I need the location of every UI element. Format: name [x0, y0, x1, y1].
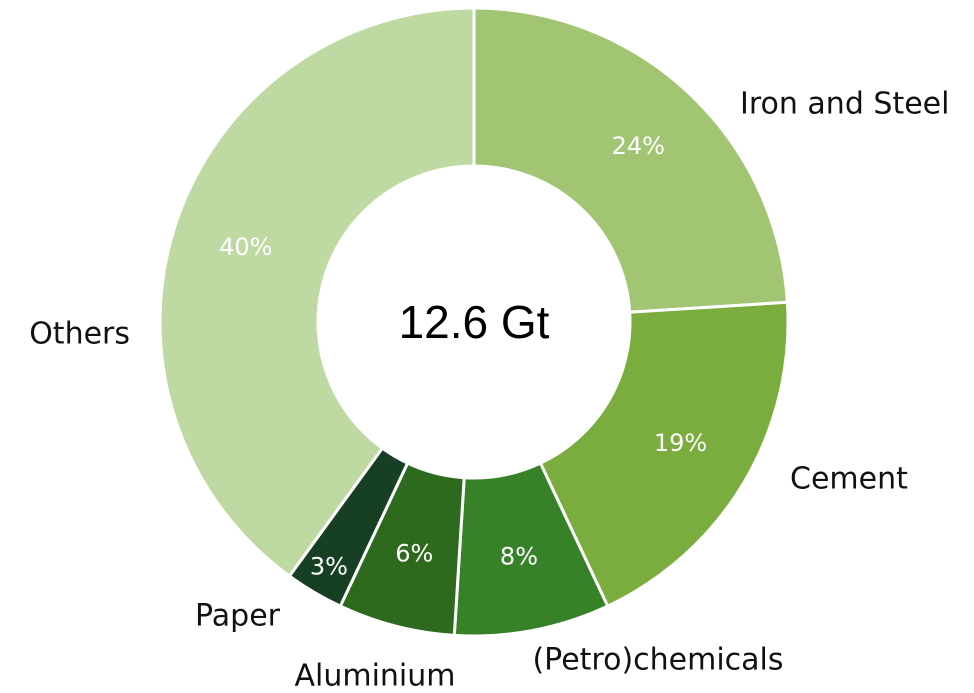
- value-label: 40%: [219, 233, 272, 261]
- category-label: Iron and Steel: [740, 87, 949, 122]
- value-label: 6%: [395, 539, 433, 567]
- category-label: Aluminium: [294, 659, 455, 693]
- category-label: Paper: [195, 599, 281, 634]
- slice: [158, 6, 476, 579]
- slice: [472, 6, 789, 314]
- slice: [538, 300, 790, 609]
- value-label: 3%: [310, 552, 348, 580]
- category-label: (Petro)chemicals: [532, 643, 783, 678]
- value-label: 24%: [612, 132, 665, 160]
- value-label: 8%: [500, 543, 538, 571]
- category-label: Cement: [790, 462, 908, 497]
- category-label: Others: [29, 317, 130, 352]
- center-label: 12.6 Gt: [399, 296, 550, 348]
- value-label: 19%: [654, 429, 707, 457]
